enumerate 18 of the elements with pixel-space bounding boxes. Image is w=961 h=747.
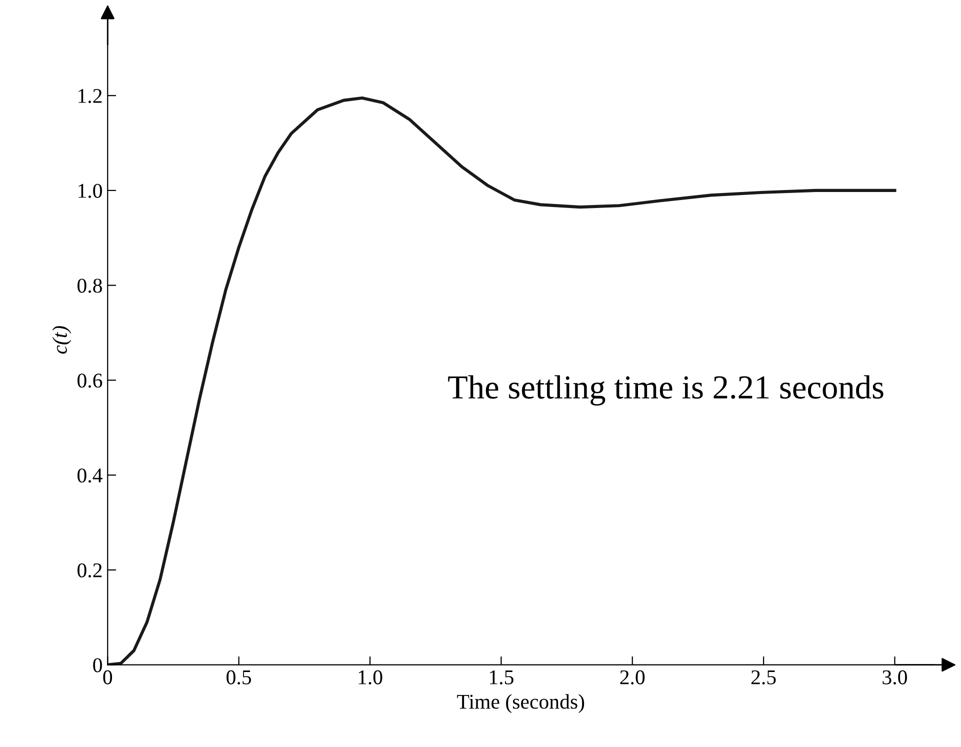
y-tick-label: 0.8	[78, 278, 102, 293]
y-tick-label: 0.6	[78, 374, 102, 388]
x-tick-label: 1.5	[490, 670, 514, 684]
y-tick-label: 1.2	[78, 89, 102, 104]
x-tick-label: 1.0	[358, 670, 382, 684]
x-axis-title: Time (seconds)	[457, 694, 584, 714]
x-tick-label: 0	[103, 670, 112, 684]
x-tick-label: 3.0	[882, 670, 907, 684]
y-tick-label: 1.0	[78, 184, 102, 198]
x-tick-label: 2.0	[620, 670, 645, 684]
x-tick-label: 2.5	[751, 670, 776, 684]
annotation: The settling time is 2.21 seconds	[448, 375, 884, 406]
y-tick-label: 0.4	[78, 468, 102, 483]
y-tick-label: 0	[93, 658, 102, 672]
line-series	[108, 96, 896, 665]
y-tick-label: 0.2	[78, 563, 102, 578]
x-tick-label: 0.5	[226, 670, 252, 684]
y-axis-title: c(t)	[52, 326, 72, 354]
